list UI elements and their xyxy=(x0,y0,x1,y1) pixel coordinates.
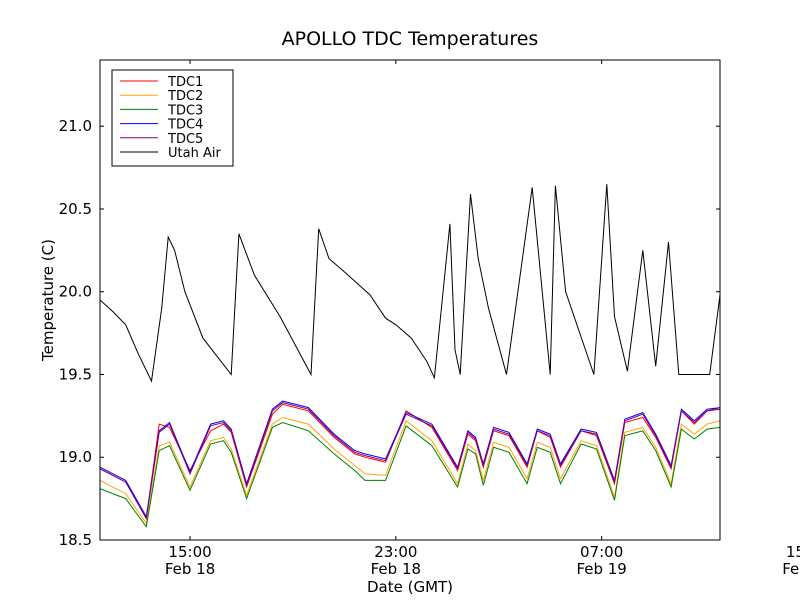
x-tick-label-time: 07:00 xyxy=(580,543,623,561)
plot-frame xyxy=(99,59,721,541)
x-tick-label-time: 23:00 xyxy=(374,543,417,561)
x-tick-label-date: Feb 19 xyxy=(576,560,626,578)
legend-box xyxy=(111,69,234,167)
y-tick-label: 20.5 xyxy=(59,200,92,218)
legend-label-tdc4: TDC4 xyxy=(167,118,203,133)
y-tick-label: 20.0 xyxy=(59,283,92,301)
series-line-tdc1 xyxy=(100,403,720,521)
series-line-utah-air xyxy=(100,184,720,383)
series-line-tdc3 xyxy=(100,421,720,529)
legend-label-tdc5: TDC5 xyxy=(167,132,203,147)
legend-label-tdc3: TDC3 xyxy=(167,103,203,118)
y-tick-label: 19.0 xyxy=(59,448,92,466)
x-tick-label-date: Feb 18 xyxy=(371,560,421,578)
x-tick-label-date: Feb 18 xyxy=(165,560,215,578)
legend-label-utah-air: Utah Air xyxy=(168,146,221,161)
x-tick-label-time: 15:00 xyxy=(786,543,800,561)
x-tick-label-time: 15:00 xyxy=(168,543,211,561)
legend-label-tdc2: TDC2 xyxy=(167,89,203,104)
legend-label-tdc1: TDC1 xyxy=(167,75,203,90)
series-line-tdc4 xyxy=(100,400,720,519)
series-line-tdc2 xyxy=(100,416,720,525)
chart-title: APOLLO TDC Temperatures xyxy=(282,28,539,50)
series-line-tdc5 xyxy=(100,402,720,521)
y-tick-label: 18.5 xyxy=(59,531,92,549)
series-layer xyxy=(100,184,720,529)
y-axis-label: Temperature (C) xyxy=(39,239,57,362)
y-tick-label: 21.0 xyxy=(59,117,92,135)
x-tick-label-date: Feb 19 xyxy=(782,560,800,578)
x-axis-label: Date (GMT) xyxy=(367,578,453,596)
y-tick-label: 19.5 xyxy=(59,365,92,383)
